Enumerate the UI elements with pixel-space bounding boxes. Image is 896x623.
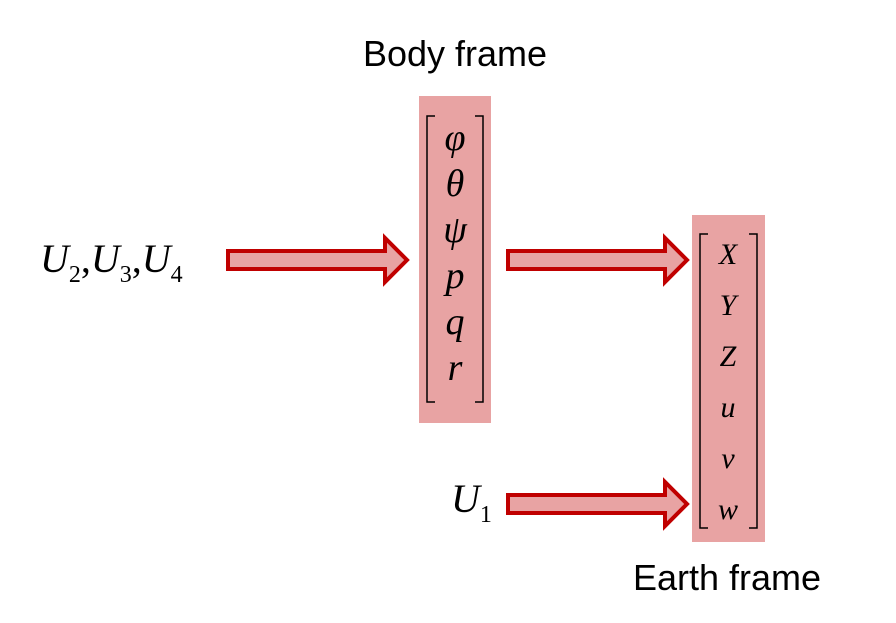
input-u1-base: U — [451, 476, 483, 521]
left-bracket — [426, 115, 435, 403]
input-u1-sub: 1 — [480, 502, 492, 528]
body-vector-entry: p — [443, 255, 465, 297]
arrow-u1-to-earth — [506, 477, 690, 531]
earth-frame-box — [692, 215, 765, 542]
earth-vector-entry: w — [718, 493, 738, 526]
input-u2-sub: 2 — [69, 262, 81, 288]
body-frame-title: Body frame — [363, 33, 547, 74]
input-u3-sub: 3 — [120, 262, 132, 288]
attitude-inputs-label: U2,U3,U4 — [40, 236, 183, 288]
right-bracket — [475, 115, 484, 403]
input-u4-sub: 4 — [171, 262, 183, 288]
body-vector-entry: ψ — [443, 209, 468, 251]
right-bracket — [749, 233, 758, 529]
earth-vector-entry: X — [718, 238, 739, 271]
earth-vector-entry: u — [721, 391, 736, 424]
body-vector-entry: q — [446, 301, 465, 343]
earth-vector-entry: v — [721, 442, 735, 475]
earth-frame-title: Earth frame — [633, 557, 821, 598]
separator: , — [132, 236, 142, 281]
separator: , — [81, 236, 91, 281]
body-vector-entry: θ — [446, 163, 465, 205]
left-bracket — [699, 233, 708, 529]
earth-vector-entry: Y — [720, 289, 740, 322]
input-u4-base: U — [142, 236, 174, 281]
arrow-inputs-to-body — [226, 233, 410, 287]
arrow-body-to-earth — [506, 233, 690, 287]
body-vector-entry: φ — [444, 117, 465, 159]
earth-vector-entry: Z — [720, 340, 737, 373]
body-frame-box — [419, 96, 491, 423]
input-u3-base: U — [91, 236, 123, 281]
body-vector-entry: r — [448, 347, 463, 389]
thrust-input-label: U1 — [451, 476, 492, 528]
input-u2-base: U — [40, 236, 72, 281]
